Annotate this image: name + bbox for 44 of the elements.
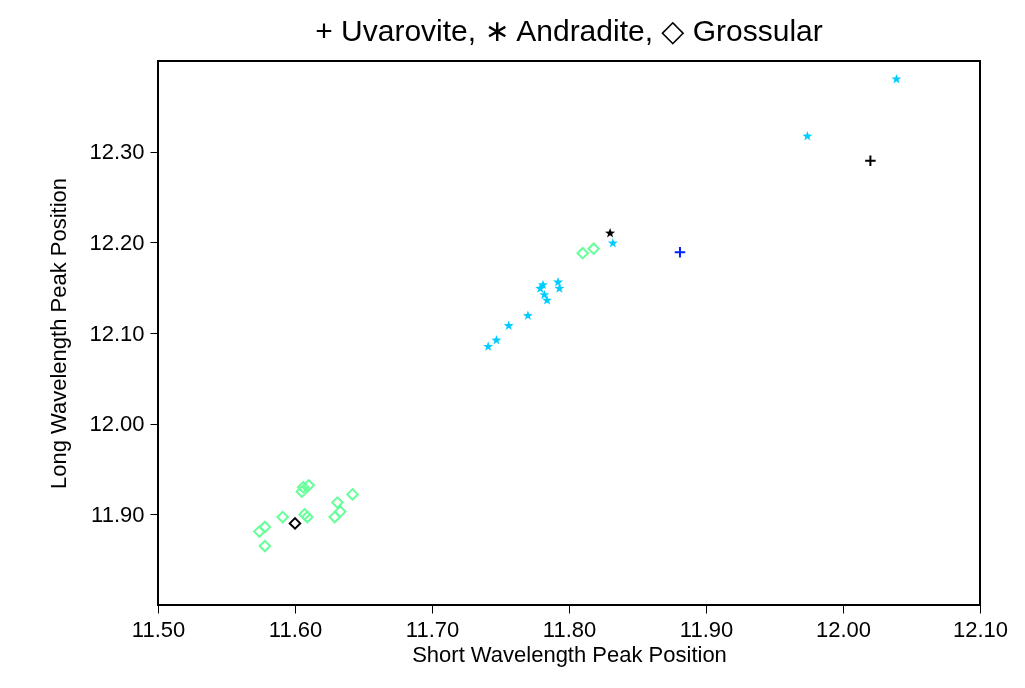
point <box>258 520 272 534</box>
point <box>522 310 533 321</box>
x-axis-title: Short Wavelength Peak Position <box>412 641 727 667</box>
y-tick-label: 11.90 <box>91 501 145 527</box>
point <box>331 496 344 509</box>
point <box>288 517 302 530</box>
x-tick-label: 12.10 <box>952 616 1009 642</box>
point <box>802 131 813 141</box>
point <box>333 505 347 518</box>
point <box>328 510 341 524</box>
point <box>491 335 502 345</box>
x-tick-label: 11.80 <box>542 616 597 642</box>
point <box>535 283 546 293</box>
point <box>258 539 272 553</box>
x-tick-label: 12.00 <box>815 616 872 642</box>
point <box>605 228 616 238</box>
point <box>576 246 589 260</box>
point <box>553 276 564 287</box>
y-tick-label: 12.00 <box>89 411 145 437</box>
point <box>276 510 289 524</box>
x-tick-label: 11.60 <box>268 616 323 642</box>
chart-title: + Uvarovite, ∗ Andradite, ◇ Grossular <box>315 14 823 47</box>
y-tick-label: 12.30 <box>89 139 145 165</box>
x-tick-label: 11.70 <box>405 616 460 642</box>
point <box>302 479 315 492</box>
point <box>539 289 550 300</box>
point <box>346 488 359 501</box>
point <box>295 485 309 498</box>
point <box>554 283 565 293</box>
point <box>864 154 877 167</box>
point <box>607 238 618 248</box>
point <box>587 242 600 255</box>
point <box>891 73 902 84</box>
x-tick-label: 11.50 <box>131 616 186 642</box>
y-tick-label: 12.20 <box>89 229 145 255</box>
point <box>483 341 494 351</box>
point <box>673 246 687 259</box>
y-tick-label: 12.10 <box>89 320 145 346</box>
point <box>253 525 266 538</box>
y-axis-title: Long Wavelength Peak Position <box>46 177 72 490</box>
x-tick-label: 11.90 <box>679 616 734 642</box>
point <box>503 320 514 330</box>
point <box>296 480 310 494</box>
point <box>542 295 553 305</box>
